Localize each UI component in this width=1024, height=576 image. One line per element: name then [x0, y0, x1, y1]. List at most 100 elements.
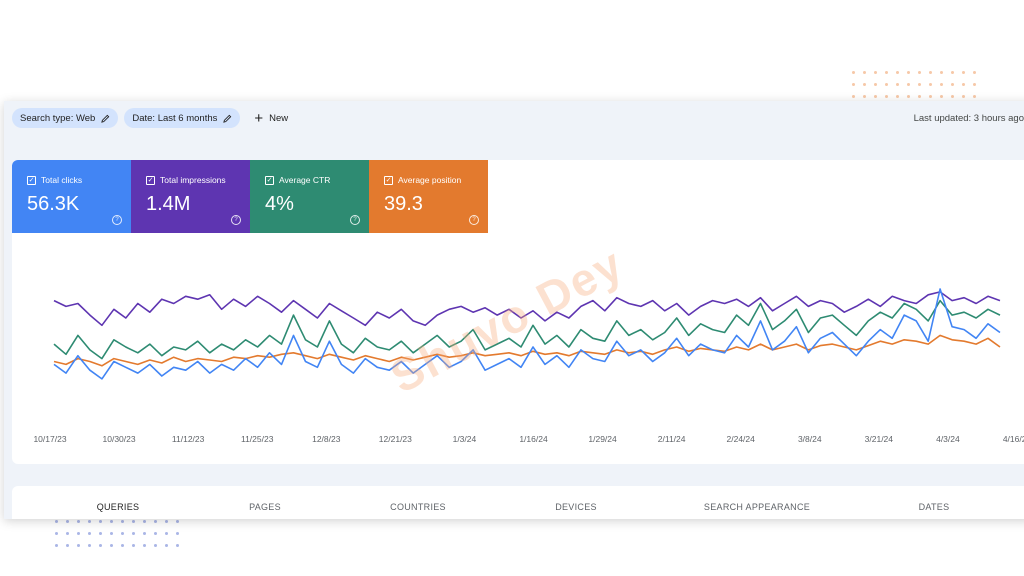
decorative-dot: [55, 520, 58, 523]
x-tick-label: 10/30/23: [103, 434, 136, 444]
x-tick-label: 11/25/23: [241, 434, 274, 444]
checkbox-icon: ✓: [27, 175, 36, 185]
decorative-dot: [77, 532, 80, 535]
decorative-dot: [863, 83, 866, 86]
metric-tiles: ✓ Total clicks 56.3K ? ✓ Total impressions…: [12, 160, 488, 233]
decorative-dot: [852, 71, 855, 74]
new-label: New: [269, 112, 289, 124]
metric-average-ctr[interactable]: ✓ Average CTR 4% ?: [250, 160, 369, 233]
x-tick-label: 4/16/24: [1003, 434, 1024, 444]
decorative-dot: [143, 532, 146, 535]
decorative-dot: [176, 544, 179, 547]
date-label: Date: Last 6 months: [132, 112, 218, 124]
decorative-dots-top-right: [852, 71, 976, 98]
performance-chart-card: ✓ Total clicks 56.3K ? ✓ Total impressions…: [12, 160, 1024, 464]
decorative-dot: [918, 95, 921, 98]
tab-countries[interactable]: COUNTRIES: [390, 502, 446, 512]
decorative-dot: [121, 544, 124, 547]
decorative-dot: [918, 71, 921, 74]
x-tick-label: 11/12/23: [172, 434, 205, 444]
decorative-dot: [99, 520, 102, 523]
decorative-dot: [132, 520, 135, 523]
search-type-filter-chip[interactable]: Search type: Web: [12, 108, 119, 128]
decorative-dot: [896, 83, 899, 86]
decorative-dot: [951, 95, 954, 98]
x-tick-label: 12/21/23: [379, 434, 412, 444]
x-tick-label: 12/8/23: [312, 434, 341, 444]
decorative-dot: [973, 83, 976, 86]
help-icon[interactable]: ?: [231, 215, 241, 225]
decorative-dot: [863, 71, 866, 74]
date-filter-chip[interactable]: Date: Last 6 months: [124, 108, 241, 128]
x-tick-label: 10/17/23: [33, 434, 66, 444]
decorative-dot: [154, 520, 157, 523]
metric-value: 56.3K: [27, 193, 80, 215]
metric-value: 1.4M: [146, 193, 191, 215]
series-line-3: [53, 288, 1001, 380]
decorative-dot: [885, 95, 888, 98]
decorative-dot: [110, 520, 113, 523]
decorative-dot: [940, 83, 943, 86]
decorative-dot: [176, 520, 179, 523]
metric-label: Total impressions: [160, 175, 226, 185]
decorative-dot: [896, 95, 899, 98]
decorative-dot: [852, 83, 855, 86]
x-tick-label: 3/8/24: [798, 434, 822, 444]
metric-value: 39.3: [384, 193, 423, 215]
decorative-dot: [121, 532, 124, 535]
decorative-dot: [165, 544, 168, 547]
decorative-dots-bottom-left: [55, 520, 179, 547]
decorative-dot: [863, 95, 866, 98]
decorative-dot: [55, 544, 58, 547]
decorative-dot: [88, 520, 91, 523]
tab-queries[interactable]: QUERIES: [96, 502, 140, 512]
x-tick-label: 2/11/24: [658, 434, 686, 444]
decorative-dot: [99, 544, 102, 547]
decorative-dot: [973, 71, 976, 74]
decorative-dot: [154, 532, 157, 535]
metric-label: Average CTR: [279, 175, 331, 185]
checkbox-icon: ✓: [146, 175, 155, 185]
checkbox-icon: ✓: [265, 175, 274, 185]
decorative-dot: [852, 95, 855, 98]
decorative-dot: [132, 544, 135, 547]
decorative-dot: [929, 71, 932, 74]
dimension-tabs: QUERIES PAGES COUNTRIES DEVICES SEARCH A…: [12, 486, 1024, 519]
metric-total-clicks[interactable]: ✓ Total clicks 56.3K ?: [12, 160, 131, 233]
decorative-dot: [165, 532, 168, 535]
decorative-dot: [99, 532, 102, 535]
tab-dates[interactable]: DATES: [918, 502, 950, 512]
decorative-dot: [907, 95, 910, 98]
series-line-2: [53, 334, 1001, 367]
decorative-dot: [929, 83, 932, 86]
help-icon[interactable]: ?: [350, 215, 360, 225]
tab-pages[interactable]: PAGES: [249, 502, 281, 512]
last-updated-text: Last updated: 3 hours ago: [913, 113, 1024, 124]
decorative-dot: [55, 532, 58, 535]
tab-search-appearance[interactable]: SEARCH APPEARANCE: [703, 502, 811, 512]
decorative-dot: [918, 83, 921, 86]
x-tick-label: 1/3/24: [453, 434, 477, 444]
decorative-dot: [973, 95, 976, 98]
help-icon[interactable]: ?: [469, 215, 479, 225]
filter-toolbar: Search type: Web Date: Last 6 months + N…: [12, 108, 296, 128]
tab-devices[interactable]: DEVICES: [555, 502, 597, 512]
decorative-dot: [121, 520, 124, 523]
decorative-dot: [885, 83, 888, 86]
decorative-dot: [154, 544, 157, 547]
decorative-dot: [143, 520, 146, 523]
plus-icon: +: [254, 109, 264, 127]
decorative-dot: [110, 532, 113, 535]
decorative-dot: [940, 95, 943, 98]
decorative-dot: [885, 71, 888, 74]
metric-label: Total clicks: [41, 175, 83, 185]
series-line-0: [53, 291, 1001, 327]
decorative-dot: [143, 544, 146, 547]
decorative-dot: [951, 71, 954, 74]
decorative-dot: [940, 71, 943, 74]
new-filter-button[interactable]: + New: [246, 111, 296, 126]
metric-total-impressions[interactable]: ✓ Total impressions 1.4M ?: [131, 160, 250, 233]
metric-average-position[interactable]: ✓ Average position 39.3 ?: [369, 160, 488, 233]
decorative-dot: [896, 71, 899, 74]
help-icon[interactable]: ?: [112, 215, 122, 225]
